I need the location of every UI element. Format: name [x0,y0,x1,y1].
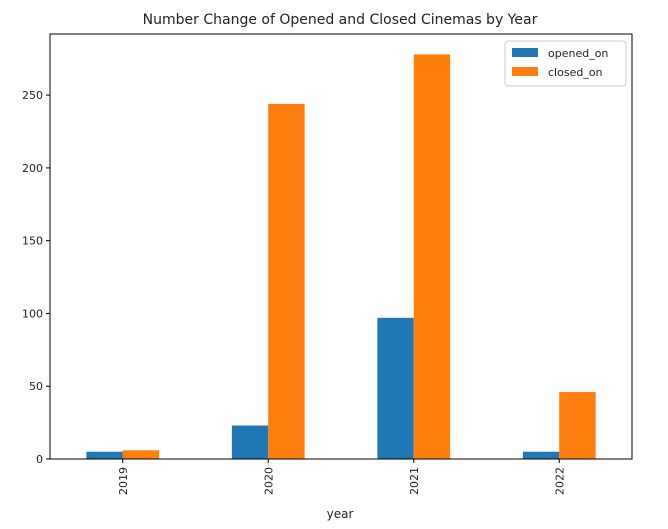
x-axis: 2019 2020 2021 2022 [117,459,566,495]
x-tick-label-2021: 2021 [408,467,421,495]
legend-label-opened-on: opened_on [548,47,608,60]
bar-opened-on-2021 [377,317,414,459]
bar-closed-on-2022 [559,392,596,459]
chart-title: Number Change of Opened and Closed Cinem… [143,12,538,28]
plot-frame [49,33,633,460]
bar-opened-on-2019 [86,451,123,459]
y-tick-label: 250 [22,89,43,102]
bar-closed-on-2020 [268,103,305,460]
bar-closed-on-2019 [122,450,160,459]
legend-label-closed-on: closed_on [548,66,603,79]
legend-swatch-closed-on [512,67,538,76]
legend-swatch-opened-on [512,48,538,57]
y-tick-label: 0 [36,453,43,466]
bar-opened-on-2022 [522,451,560,459]
bar-closed-on-2021 [413,54,451,459]
y-tick-label: 200 [22,162,43,175]
x-tick-label-2019: 2019 [117,467,130,495]
bar-opened-on-2020 [231,425,269,459]
legend: opened_on closed_on [504,40,627,87]
y-tick-label: 100 [22,307,43,320]
bars-group [86,54,596,460]
y-tick-label: 50 [29,380,43,393]
y-axis: 0 50 100 150 200 250 [22,89,50,466]
x-axis-label: year [327,507,354,521]
x-tick-label-2022: 2022 [553,467,566,495]
x-tick-label-2020: 2020 [262,467,275,495]
y-tick-label: 150 [22,235,43,248]
